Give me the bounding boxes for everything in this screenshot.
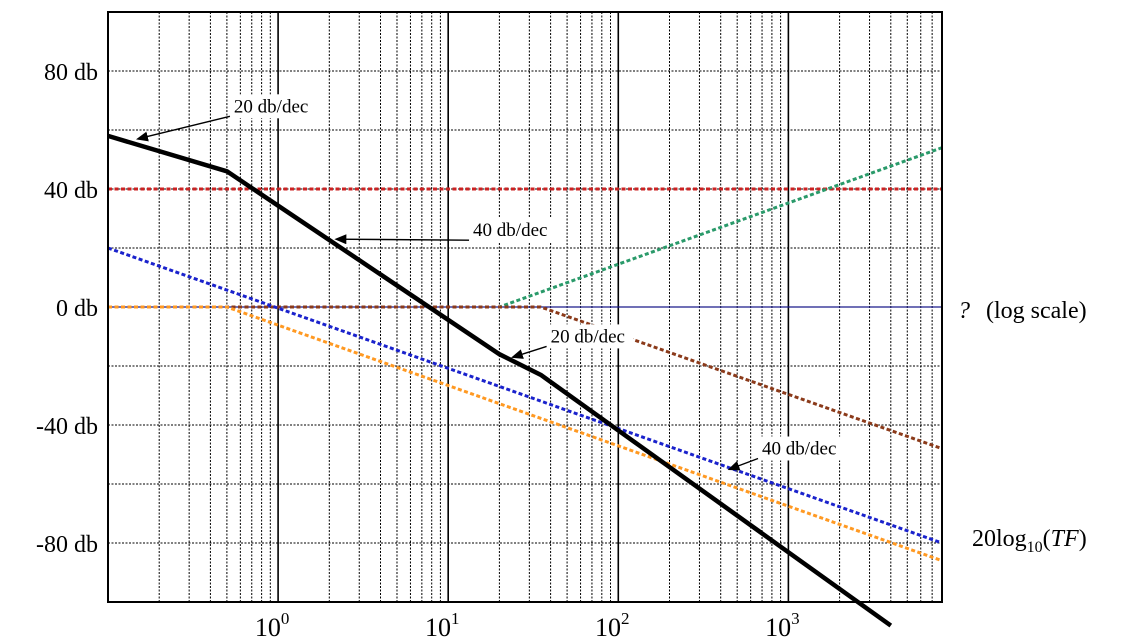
x-axis-label: ? (log scale) [958, 298, 1087, 324]
annotation-box [547, 324, 634, 349]
y-tick-label: 40 db [44, 178, 98, 204]
y-tick-label: 0 db [56, 296, 98, 322]
y-axis-tick-labels: 80 db 40 db 0 db -40 db -80 db [36, 60, 98, 558]
y-axis-label: 20log10(TF) [972, 526, 1087, 556]
x-axis-scale-text: (log scale) [986, 298, 1087, 324]
annotation-arrow [727, 457, 759, 471]
annotation-layer: 20 db/dec 40 db/dec 20 db/dec 40 db/dec [136, 94, 845, 471]
annotation-box [759, 436, 845, 461]
annotation-box [470, 218, 556, 243]
annotation-arrow [136, 115, 231, 142]
slope-annotation-label: 20 db/dec [551, 326, 625, 347]
x-tick-label: 103 [765, 609, 800, 640]
series-line [108, 246, 942, 545]
x-tick-exponent: 2 [621, 609, 630, 628]
x-tick-label: 102 [595, 609, 630, 640]
x-tick-base: 10 [255, 613, 281, 640]
y-tick-label: -40 db [36, 414, 98, 440]
slope-annotation-label: 40 db/dec [473, 220, 547, 241]
x-axis-tick-labels: 100 101 102 103 [255, 609, 800, 640]
x-tick-label: 100 [255, 609, 290, 640]
x-tick-base: 10 [765, 613, 791, 640]
y-tick-label: 80 db [44, 60, 98, 86]
slope-annotation-label: 20 db/dec [234, 96, 308, 117]
y-axis-label-subscript: 10 [1027, 539, 1043, 556]
x-tick-label: 101 [425, 609, 460, 640]
series-line [108, 305, 942, 451]
x-axis-symbol: ? [958, 298, 970, 324]
y-axis-label-prefix: 20log [972, 526, 1027, 552]
annotation-arrow [510, 345, 547, 359]
plot-frame [107, 11, 943, 603]
x-tick-base: 10 [595, 613, 621, 640]
x-tick-exponent: 3 [791, 609, 800, 628]
series-line [107, 133, 893, 628]
x-tick-exponent: 0 [281, 609, 290, 628]
x-tick-base: 10 [425, 613, 451, 640]
series-line [108, 305, 942, 563]
y-axis-label-open-paren: ( [1043, 526, 1051, 552]
y-axis-label-close-paren: ) [1079, 526, 1087, 552]
annotation-box [230, 94, 317, 119]
y-axis-label-italic: TF [1051, 526, 1079, 552]
x-tick-exponent: 1 [451, 609, 460, 628]
y-tick-label: -80 db [36, 532, 98, 558]
annotation-arrow [334, 234, 470, 245]
slope-annotation-label: 40 db/dec [762, 439, 836, 460]
series-layer [107, 133, 942, 628]
